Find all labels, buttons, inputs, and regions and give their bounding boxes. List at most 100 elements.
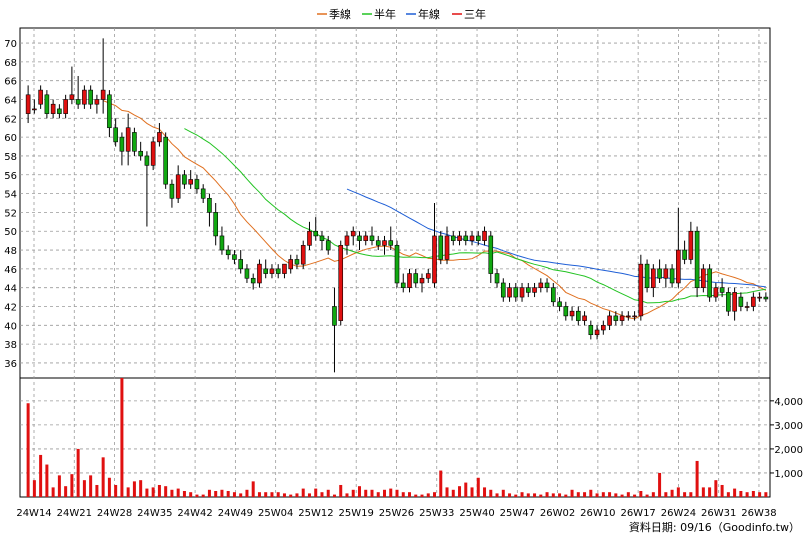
volume-bar (476, 477, 480, 497)
candle-body (232, 254, 237, 260)
volume-bar (539, 494, 543, 497)
candle-body (425, 273, 431, 279)
price-tick-label: 50 (4, 227, 17, 238)
x-tick-label: 26W38 (741, 508, 776, 519)
candle-body (344, 235, 350, 246)
price-tick-label: 40 (4, 321, 17, 332)
candle-body (551, 287, 556, 303)
volume-bar (201, 494, 205, 497)
candle-body (163, 136, 168, 185)
volume-bar (176, 488, 180, 497)
volume-bar (276, 492, 280, 497)
x-tick-label: 24W42 (177, 508, 212, 519)
volume-bar (264, 492, 268, 497)
candle-body (500, 282, 506, 298)
volume-bar (70, 474, 74, 497)
candle-body (225, 249, 231, 256)
legend: 季線 半年 年線 三年 (317, 7, 486, 21)
candle-body (282, 263, 287, 274)
candle-body (144, 155, 150, 166)
x-tick-label: 26W24 (661, 508, 696, 519)
volume-bar (132, 481, 136, 497)
volume-bar (639, 490, 643, 497)
candle-body (613, 315, 619, 321)
volume-bar (101, 457, 105, 497)
candle-body (200, 188, 206, 199)
volume-tick-label: 2,000 (774, 445, 803, 456)
volume-bar (45, 464, 49, 497)
volume-bar (364, 489, 368, 497)
volume-bar (676, 487, 680, 497)
candle-body (463, 235, 469, 241)
candle-body (125, 127, 131, 152)
candle-body (538, 282, 544, 288)
candle-body (375, 240, 381, 246)
volume-bar (764, 492, 768, 497)
candle-body (744, 306, 750, 308)
candle-body (651, 268, 656, 288)
volume-bar (533, 493, 537, 497)
volume-bar (689, 492, 693, 497)
candle-body (275, 268, 281, 274)
volume-bar (57, 475, 61, 497)
candle-body (250, 277, 256, 284)
candle-body (88, 89, 93, 105)
x-tick-label: 26W31 (701, 508, 736, 519)
candle-body (663, 268, 669, 279)
volume-bar (595, 493, 599, 497)
volume-bar (370, 489, 374, 497)
volume-bar (570, 489, 574, 497)
volume-bar (758, 492, 762, 497)
candle-body (626, 315, 631, 318)
volume-bar (245, 489, 249, 497)
volume-bar (32, 480, 36, 497)
candle-body (632, 315, 637, 318)
candle-body (138, 150, 143, 157)
candle-body (588, 325, 594, 336)
candle-body (676, 249, 681, 284)
candle-body (719, 287, 725, 293)
candle-body (582, 315, 587, 321)
x-tick-label: 26W10 (580, 508, 615, 519)
candle-body (332, 306, 337, 326)
candle-body (413, 273, 419, 284)
candle-body (607, 315, 612, 326)
volume-bar (739, 490, 743, 497)
volume-bar (270, 492, 274, 497)
volume-bar (520, 492, 524, 497)
candle-body (269, 268, 275, 274)
candle-body (132, 132, 137, 152)
candle-body (450, 235, 456, 241)
candle-body (300, 245, 306, 265)
candle-body (113, 127, 118, 143)
candle-body (519, 287, 525, 298)
candle-body (188, 179, 193, 185)
price-tick-label: 44 (4, 284, 17, 295)
candle-body (732, 292, 737, 312)
candle-body (50, 103, 56, 114)
volume-bar (357, 486, 361, 497)
legend-label: 三年 (464, 7, 486, 21)
volume-bar (289, 494, 293, 497)
price-tick-label: 48 (4, 246, 17, 257)
candle-body (400, 282, 406, 288)
candle-body (94, 99, 100, 105)
candle-body (263, 268, 269, 274)
candle-body (576, 310, 581, 321)
candle-body (475, 235, 481, 241)
candle-body (69, 94, 75, 100)
candle-body (757, 296, 762, 299)
candle-body (619, 315, 625, 321)
volume-bar (164, 486, 168, 497)
candle-body (350, 230, 356, 237)
candle-body (457, 235, 462, 241)
candle-body (644, 263, 650, 288)
price-tick-label: 62 (4, 114, 17, 125)
candle-body (482, 230, 487, 241)
volume-bar (345, 493, 349, 497)
volume-bar (626, 492, 630, 497)
candle-body (594, 329, 600, 336)
volume-bar (226, 490, 230, 497)
candle-body (557, 301, 562, 307)
volume-bar (120, 378, 124, 497)
